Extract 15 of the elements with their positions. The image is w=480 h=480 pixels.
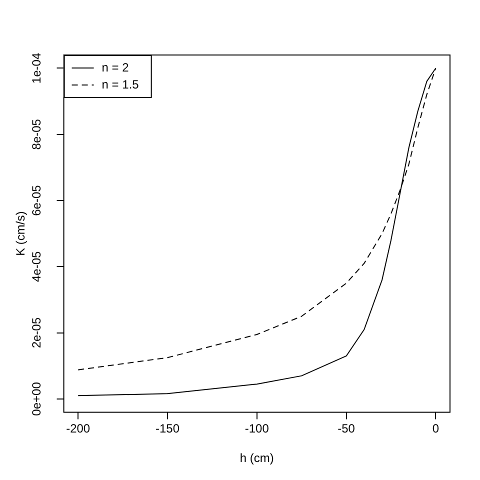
x-tick-label: -100 bbox=[244, 422, 270, 436]
y-axis-title: K (cm/s) bbox=[14, 211, 28, 256]
x-tick-label: -150 bbox=[155, 422, 180, 436]
y-tick-label: 4e-05 bbox=[29, 251, 44, 282]
legend-label: n = 1.5 bbox=[102, 77, 140, 92]
y-tick-label: 2e-05 bbox=[29, 317, 44, 348]
x-tick-label: -50 bbox=[338, 422, 356, 436]
y-tick-label: 6e-05 bbox=[29, 184, 44, 216]
x-axis-title: h (cm) bbox=[240, 451, 274, 466]
y-tick-label: 1e-04 bbox=[29, 52, 44, 84]
x-tick-label: 0 bbox=[432, 422, 440, 436]
legend-label: n = 2 bbox=[102, 60, 130, 74]
y-tick-label: 0e+00 bbox=[29, 382, 44, 416]
y-tick-label: 8e-05 bbox=[29, 118, 44, 150]
x-tick-label: -200 bbox=[66, 422, 90, 436]
